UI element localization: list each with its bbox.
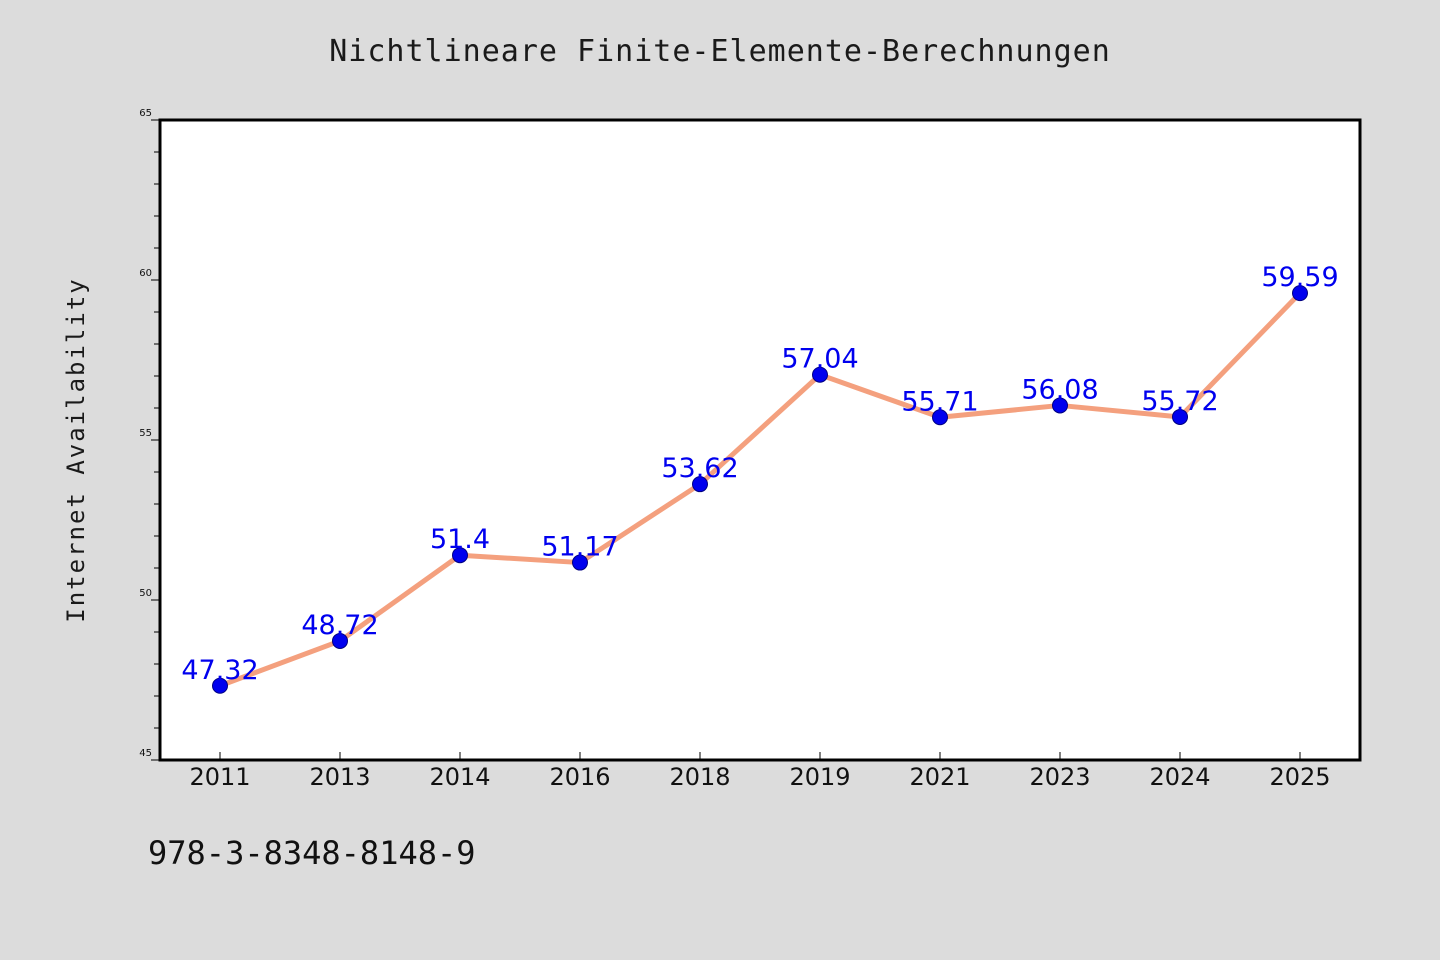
data-label: 59.59: [1261, 262, 1338, 293]
data-label: 56.08: [1021, 374, 1098, 405]
x-tick-label: 2011: [189, 763, 250, 791]
data-label: 51.4: [430, 524, 490, 555]
y-axis-ticks: 45 50 55 60 65: [139, 108, 160, 761]
data-label: 55.72: [1141, 386, 1218, 417]
data-label: 55.71: [901, 386, 978, 417]
data-point: [572, 554, 588, 571]
y-tick-label: 45: [139, 748, 152, 759]
data-point: [812, 366, 828, 383]
y-tick-label: 55: [139, 428, 152, 439]
x-tick-label: 2014: [429, 763, 490, 791]
x-tick-label: 2025: [1269, 763, 1330, 791]
data-point: [452, 547, 468, 564]
data-point: [212, 677, 228, 694]
footer-code: 978-3-8348-8148-9: [148, 834, 476, 872]
plot-area: [158, 118, 1362, 762]
x-tick-label: 2023: [1029, 763, 1090, 791]
y-tick-label: 60: [139, 268, 152, 279]
data-label: 47.32: [181, 655, 258, 686]
x-tick-label: 2018: [669, 763, 730, 791]
x-tick-label: 2013: [309, 763, 370, 791]
data-label: 48.72: [301, 610, 378, 641]
x-tick-label: 2024: [1149, 763, 1210, 791]
data-label: 57.04: [781, 344, 858, 375]
x-tick-label: 2016: [549, 763, 610, 791]
data-point: [1052, 397, 1068, 414]
data-point: [692, 476, 708, 493]
x-tick-label: 2019: [789, 763, 850, 791]
data-point: [932, 409, 948, 426]
x-axis-ticks: 2011 2013 2014 2016 2018 2019 2021 2023 2024 2025: [189, 752, 1331, 791]
series-markers: [212, 285, 1308, 694]
series-line: [219, 291, 1302, 689]
data-label: 51.17: [541, 532, 618, 563]
data-point: [1292, 285, 1308, 302]
data-point: [1172, 408, 1188, 425]
chart-title: Nichtlineare Finite-Elemente-Berechnunge…: [329, 34, 1111, 69]
data-point: [332, 632, 348, 649]
y-tick-label: 50: [139, 588, 152, 599]
x-tick-label: 2021: [909, 763, 970, 791]
data-label: 53.62: [661, 453, 738, 484]
data-labels: 47.32 48.72 51.4 51.17 53.62 57.04 55.71 56.08 5…: [181, 262, 1338, 686]
y-tick-label: 65: [139, 108, 152, 119]
